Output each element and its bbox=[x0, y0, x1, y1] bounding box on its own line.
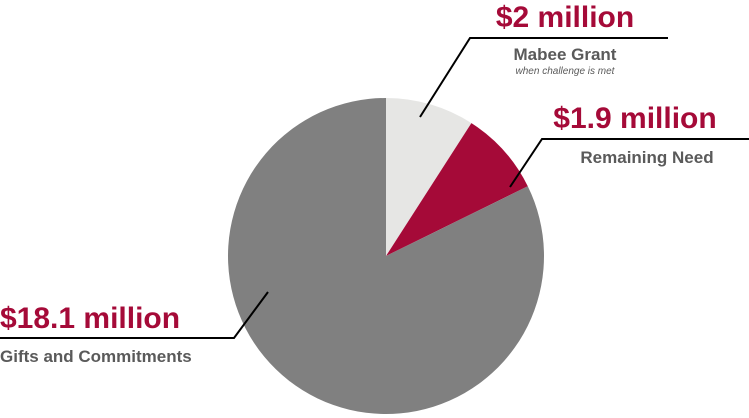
leader-line-mabee-grant bbox=[419, 37, 668, 118]
leader-line-gifts-commitments bbox=[0, 291, 269, 339]
mabee-grant-label: Mabee Grant bbox=[514, 45, 617, 64]
remaining-need-label: Remaining Need bbox=[580, 148, 713, 167]
mabee-grant-note: when challenge is met bbox=[516, 66, 616, 77]
leader-line-remaining-need bbox=[509, 138, 749, 188]
gifts-commitments-label: Gifts and Commitments bbox=[0, 347, 192, 366]
pie-slice-mabee-grant bbox=[386, 97, 472, 256]
pie-slice-gifts-and-commitments bbox=[227, 98, 544, 415]
pie-slice-remaining-need bbox=[386, 123, 528, 256]
pie-slices bbox=[227, 97, 544, 415]
gifts-commitments-amount: $18.1 million bbox=[0, 302, 180, 335]
mabee-grant-amount: $2 million bbox=[496, 1, 634, 34]
remaining-need-amount: $1.9 million bbox=[553, 102, 716, 135]
